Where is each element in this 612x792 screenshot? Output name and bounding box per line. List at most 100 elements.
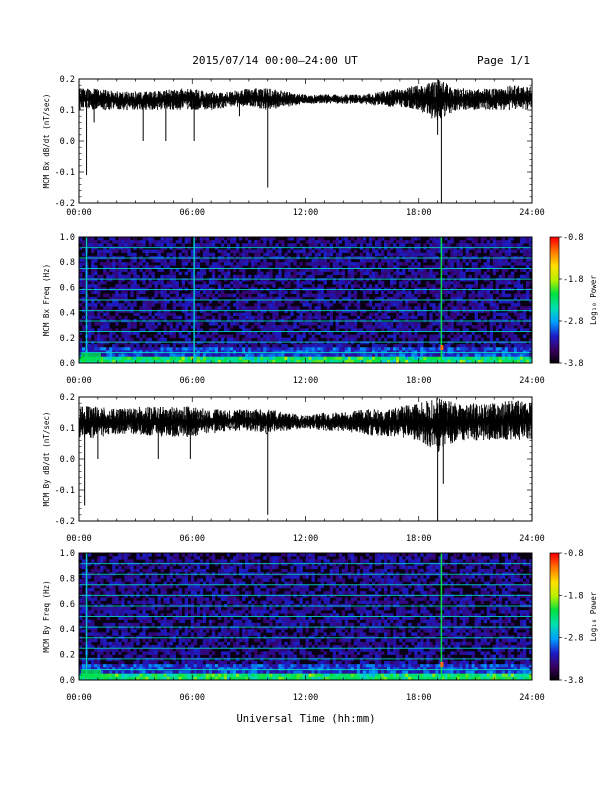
heatmap-cell — [477, 306, 481, 310]
heatmap-cell — [344, 331, 349, 335]
colorbar-swatch — [550, 274, 559, 278]
heatmap-cell — [281, 328, 285, 332]
heatmap-cell — [248, 331, 252, 335]
heatmap-cell — [166, 322, 170, 326]
heatmap-cell — [474, 277, 478, 282]
heatmap-cell — [263, 337, 267, 342]
heatmap-cell — [187, 353, 192, 357]
heatmap-cell — [435, 337, 439, 342]
heatmap-cell — [220, 252, 225, 257]
heatmap-cell — [223, 325, 228, 329]
heatmap-cell — [365, 315, 370, 320]
heatmap-cell — [456, 296, 460, 301]
heatmap-cell — [115, 568, 119, 573]
heatmap-cell — [453, 562, 457, 566]
heatmap-cell — [214, 328, 219, 332]
heatmap-cell — [100, 556, 104, 560]
heatmap-cell — [483, 290, 487, 294]
heatmap-cell — [127, 325, 131, 329]
heatmap-cell — [516, 556, 521, 560]
heatmap-cell — [284, 353, 288, 357]
heatmap-cell — [332, 553, 336, 557]
heatmap-cell — [184, 353, 189, 357]
heatmap-cell — [260, 296, 264, 301]
heatmap-cell — [314, 322, 318, 326]
heatmap-cell — [82, 252, 86, 257]
heatmap-cell — [97, 556, 101, 560]
heatmap-cell — [130, 322, 134, 326]
heatmap-cell — [486, 340, 491, 345]
heatmap-cell — [368, 334, 373, 339]
heatmap-cell — [100, 559, 104, 563]
heatmap-cell — [504, 281, 509, 285]
heatmap-cell — [263, 334, 267, 339]
heatmap-cell — [320, 334, 324, 339]
heatmap-cell — [293, 274, 297, 279]
heatmap-cell — [492, 249, 497, 254]
heatmap-cell — [396, 303, 400, 307]
heatmap-cell — [350, 265, 355, 269]
heatmap-cell — [411, 559, 415, 563]
heatmap-cell — [384, 259, 388, 263]
heatmap-cell — [341, 274, 346, 279]
heatmap-cell — [450, 249, 454, 254]
heatmap-cell — [368, 347, 373, 351]
heatmap-cell — [447, 259, 451, 263]
heatmap-cell — [405, 347, 409, 351]
heatmap-cell — [338, 356, 343, 361]
heatmap-cell — [220, 359, 225, 364]
heatmap-cell — [468, 303, 472, 307]
heatmap-cell — [208, 353, 213, 357]
heatmap-cell — [248, 553, 252, 557]
heatmap-cell — [423, 334, 427, 339]
heatmap-cell — [260, 347, 264, 351]
heatmap-cell — [414, 565, 418, 570]
heatmap-cell — [145, 268, 149, 272]
heatmap-cell — [462, 306, 466, 310]
heatmap-cell — [260, 271, 264, 276]
colorbar-swatch — [550, 300, 559, 303]
heatmap-cell — [504, 359, 509, 364]
heatmap-cell — [447, 353, 451, 357]
heatmap-cell — [160, 237, 164, 241]
heatmap-cell — [314, 559, 318, 563]
heatmap-cell — [181, 277, 185, 282]
heatmap-cell — [257, 334, 261, 339]
heatmap-cell — [326, 328, 330, 332]
heatmap-cell — [450, 300, 454, 304]
heatmap-cell — [344, 568, 349, 573]
heatmap-cell — [199, 243, 204, 247]
heatmap-cell — [196, 271, 201, 276]
heatmap-cell — [130, 293, 134, 298]
heatmap-cell — [513, 337, 518, 342]
heatmap-cell — [148, 353, 152, 357]
heatmap-cell — [127, 331, 131, 335]
heatmap-cell — [441, 312, 445, 317]
heatmap-cell — [489, 328, 494, 332]
heatmap-cell — [166, 300, 170, 304]
heatmap-cell — [381, 347, 385, 351]
heatmap-cell — [239, 325, 243, 329]
heatmap-cell — [377, 303, 382, 307]
heatmap-cell — [329, 562, 333, 566]
heatmap-cell — [374, 559, 379, 563]
heatmap-cell — [199, 309, 204, 313]
heatmap-cell — [136, 293, 140, 298]
heatmap-cell — [311, 328, 315, 332]
heatmap-cell — [453, 309, 457, 313]
heatmap-cell — [335, 565, 340, 570]
heatmap-cell — [169, 356, 173, 361]
heatmap-cell — [112, 249, 116, 254]
heatmap-cell — [326, 553, 330, 557]
heatmap-cell — [456, 293, 460, 298]
heatmap-cell — [450, 556, 454, 560]
heatmap-cell — [441, 556, 445, 560]
heatmap-cell — [202, 334, 207, 339]
heatmap-cell — [223, 259, 228, 263]
heatmap-cell — [163, 344, 167, 348]
heatmap-cell — [459, 312, 463, 317]
heatmap-cell — [471, 553, 475, 557]
heatmap-cell — [242, 293, 246, 298]
heatmap-cell — [338, 334, 343, 339]
heatmap-cell — [245, 331, 249, 335]
